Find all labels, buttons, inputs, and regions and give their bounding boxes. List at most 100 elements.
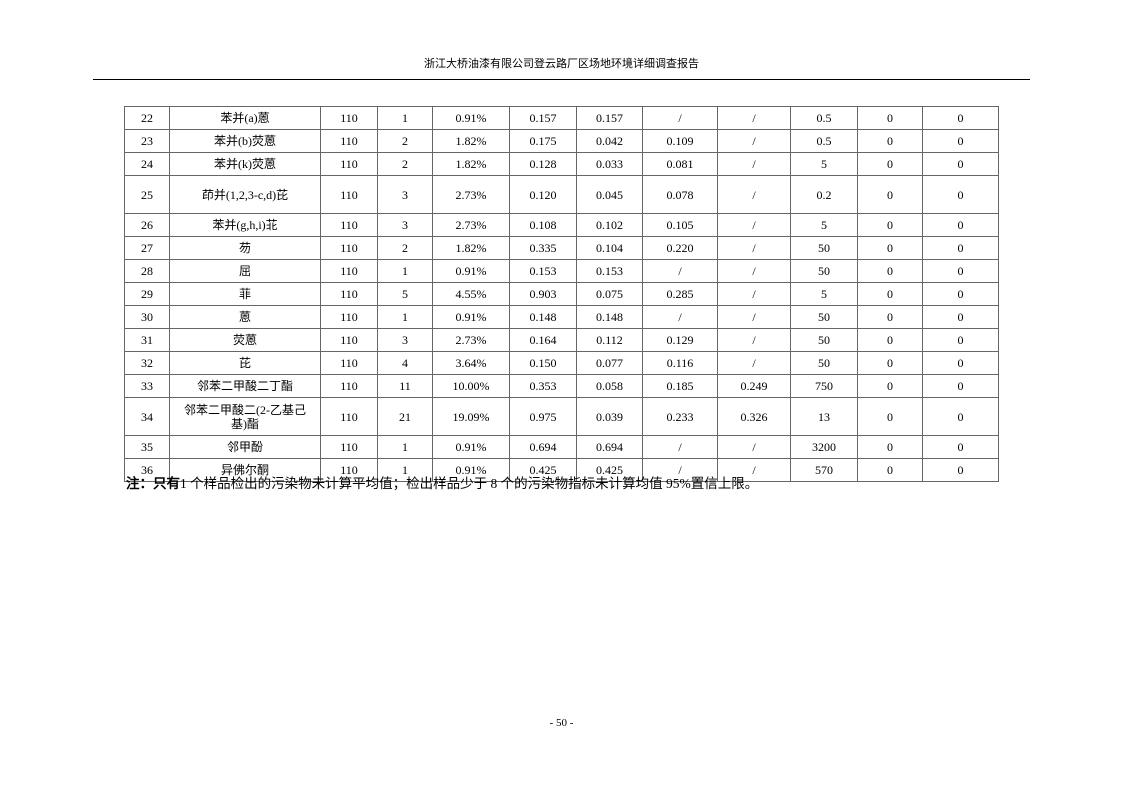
- table-cell: 0.120: [509, 175, 577, 214]
- table-cell: /: [642, 435, 718, 459]
- table-cell: 13: [790, 397, 858, 436]
- table-cell: 0.116: [642, 351, 718, 375]
- table-cell: 110: [320, 282, 378, 306]
- table-cell: 0.109: [642, 129, 718, 153]
- table-cell: 1: [377, 259, 433, 283]
- table-cell: 0.102: [576, 213, 643, 237]
- table-cell: 0: [922, 458, 999, 482]
- page-number: - 50 -: [549, 717, 574, 729]
- table-cell: 屈: [169, 259, 321, 283]
- table-row: 23 苯并(b)荧蒽 110 2 1.82% 0.175 0.042 0.109/0.5 0 0: [124, 129, 999, 153]
- table-cell: 0.153: [509, 259, 577, 283]
- table-cell: 27: [124, 236, 170, 260]
- table-note: 注：只有1 个样品检出的污染物未计算平均值；检出样品少于 8 个的污染物指标未计…: [126, 472, 758, 492]
- table-cell: 邻甲酚: [169, 435, 321, 459]
- table-cell: 0: [922, 129, 999, 153]
- table-cell: 0.033: [576, 152, 643, 176]
- table-cell: 0.129: [642, 328, 718, 352]
- table-cell: /: [642, 458, 718, 482]
- table-cell: 0.185: [642, 374, 718, 398]
- table-cell: 0: [857, 129, 923, 153]
- table-cell: 0.285: [642, 282, 718, 306]
- table-cell: 0: [857, 152, 923, 176]
- table-cell: /: [717, 213, 791, 237]
- table-cell: 3: [377, 213, 433, 237]
- table-cell: 0: [857, 106, 923, 130]
- table-cell: 0.058: [576, 374, 643, 398]
- pollutant-table: 22 苯并(a)蒽 110 1 0.91% 0.157 0.157//0.5 0 0 23 苯并(b…: [124, 106, 999, 482]
- table-cell: 32: [124, 351, 170, 375]
- table-cell: 0.335: [509, 236, 577, 260]
- table-cell: 2.73%: [432, 328, 510, 352]
- table-cell: 邻苯二甲酸二(2-乙基己基)酯: [169, 397, 321, 436]
- table-cell: 33: [124, 374, 170, 398]
- table-cell: 0.150: [509, 351, 577, 375]
- table-cell: /: [717, 129, 791, 153]
- table-cell: 0.233: [642, 397, 718, 436]
- table-cell: 0: [922, 259, 999, 283]
- table-cell: 110: [320, 397, 378, 436]
- table-cell: 0.153: [576, 259, 643, 283]
- table-cell: 1: [377, 106, 433, 130]
- table-cell: 0: [857, 458, 923, 482]
- table-cell: 0.112: [576, 328, 643, 352]
- table-cell: 30: [124, 305, 170, 329]
- table-cell: 0: [857, 351, 923, 375]
- table-cell: 苯并(b)荧蒽: [169, 129, 321, 153]
- table-cell: 23: [124, 129, 170, 153]
- table-row: 28 屈 110 1 0.91% 0.153 0.153//50 0 0: [124, 259, 999, 283]
- table-cell: 0: [922, 435, 999, 459]
- table-cell: 0.91%: [432, 305, 510, 329]
- table-cell: /: [642, 259, 718, 283]
- table-cell: 11: [377, 374, 433, 398]
- table-cell: 0: [857, 305, 923, 329]
- table-cell: 3.64%: [432, 351, 510, 375]
- table-cell: 2.73%: [432, 175, 510, 214]
- table-cell: 1: [377, 305, 433, 329]
- table-cell: /: [717, 106, 791, 130]
- table-cell: 2: [377, 129, 433, 153]
- table-cell: 750: [790, 374, 858, 398]
- table-cell: 110: [320, 106, 378, 130]
- table-cell: 0.108: [509, 213, 577, 237]
- table-cell: 0.157: [576, 106, 643, 130]
- table-cell: 1.82%: [432, 152, 510, 176]
- table-cell: 0: [922, 305, 999, 329]
- table-cell: /: [717, 351, 791, 375]
- table-cell: 0.075: [576, 282, 643, 306]
- table-cell: 0.91%: [432, 435, 510, 459]
- table-cell: 26: [124, 213, 170, 237]
- table-cell: 570: [790, 458, 858, 482]
- table-cell: 0: [922, 282, 999, 306]
- table-cell: 110: [320, 351, 378, 375]
- table-cell: /: [717, 175, 791, 214]
- table-row: 36 异佛尔酮 110 1 0.91% 0.425 0.425//570 0 0: [124, 458, 999, 482]
- table-row: 22 苯并(a)蒽 110 1 0.91% 0.157 0.157//0.5 0 0: [124, 106, 999, 130]
- table-cell: 0.249: [717, 374, 791, 398]
- table-cell: 0.425: [509, 458, 577, 482]
- table-cell: 2: [377, 236, 433, 260]
- table-cell: 0: [857, 259, 923, 283]
- table-row: 35 邻甲酚 110 1 0.91% 0.694 0.694//3200 0 0: [124, 435, 999, 459]
- table-cell: 19.09%: [432, 397, 510, 436]
- table-cell: 110: [320, 175, 378, 214]
- table-cell: 31: [124, 328, 170, 352]
- table-cell: 5: [790, 213, 858, 237]
- table-cell: 50: [790, 305, 858, 329]
- table-cell: 0.2: [790, 175, 858, 214]
- table-cell: 4: [377, 351, 433, 375]
- table-cell: 0.081: [642, 152, 718, 176]
- table-cell: 110: [320, 129, 378, 153]
- table-cell: 5: [377, 282, 433, 306]
- table-cell: 2: [377, 152, 433, 176]
- note-text: 1 个样品检出的污染物未计算平均值；检出样品少于 8 个的污染物指标未计算均值 …: [180, 476, 759, 491]
- table-cell: 0: [922, 351, 999, 375]
- table-row: 27 芴 110 2 1.82% 0.335 0.104 0.220/50 0 0: [124, 236, 999, 260]
- table-cell: 0: [857, 435, 923, 459]
- table-cell: 2.73%: [432, 213, 510, 237]
- table-cell: 24: [124, 152, 170, 176]
- table-cell: 0.042: [576, 129, 643, 153]
- table-cell: 0.148: [576, 305, 643, 329]
- table-cell: 1.82%: [432, 129, 510, 153]
